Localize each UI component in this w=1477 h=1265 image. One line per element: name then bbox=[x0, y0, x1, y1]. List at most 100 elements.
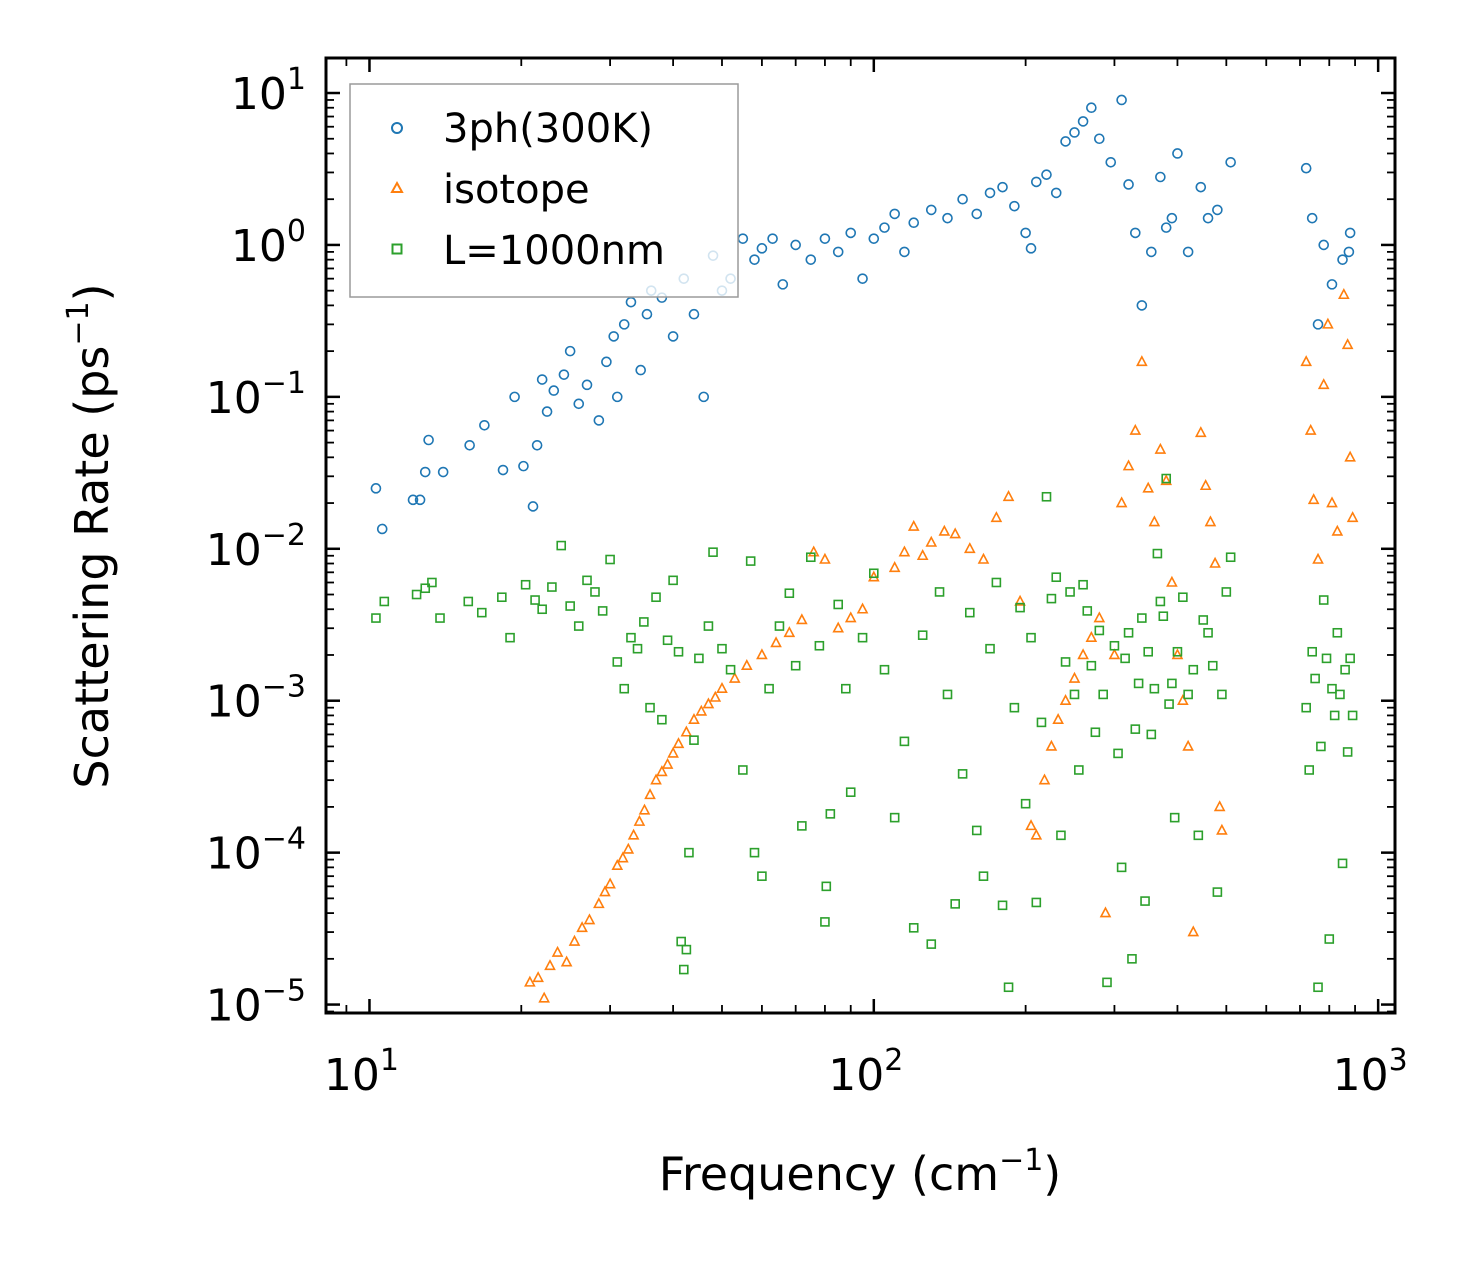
data-point bbox=[1166, 212, 1178, 224]
data-point bbox=[619, 683, 630, 694]
data-point bbox=[971, 825, 982, 836]
data-point bbox=[1337, 858, 1348, 869]
data-point bbox=[1086, 660, 1097, 671]
data-point bbox=[435, 613, 445, 623]
data-point bbox=[1009, 702, 1020, 713]
data-point bbox=[407, 494, 419, 506]
data-point bbox=[556, 540, 567, 551]
data-point bbox=[376, 523, 388, 535]
data-point bbox=[796, 613, 808, 625]
data-point bbox=[1077, 116, 1089, 127]
data-point bbox=[777, 279, 789, 290]
data-point bbox=[1341, 338, 1354, 350]
axes-frame bbox=[324, 56, 1397, 1015]
data-point bbox=[1030, 828, 1043, 840]
data-point bbox=[544, 959, 556, 971]
data-point bbox=[1133, 678, 1144, 689]
data-point bbox=[1310, 673, 1320, 684]
data-point bbox=[1120, 653, 1130, 664]
data-point bbox=[949, 527, 962, 539]
data-point bbox=[476, 607, 487, 618]
data-point bbox=[1146, 246, 1157, 258]
data-point bbox=[984, 187, 996, 199]
data-point bbox=[573, 621, 584, 631]
data-point bbox=[1304, 423, 1317, 435]
data-point bbox=[1127, 954, 1137, 964]
data-point bbox=[427, 577, 437, 588]
data-point bbox=[1312, 552, 1324, 564]
data-point bbox=[957, 769, 968, 779]
data-point bbox=[898, 545, 911, 557]
x-tick-label: 102 bbox=[828, 1043, 903, 1101]
data-point bbox=[668, 575, 678, 586]
data-point bbox=[1161, 473, 1172, 484]
data-point bbox=[531, 439, 543, 451]
data-point bbox=[977, 552, 990, 564]
data-point bbox=[527, 501, 539, 512]
data-point bbox=[1099, 906, 1112, 918]
tick-marks bbox=[326, 58, 1395, 1013]
data-point bbox=[869, 568, 879, 579]
data-point bbox=[963, 542, 976, 554]
data-point bbox=[717, 643, 727, 654]
data-point bbox=[1167, 678, 1177, 689]
data-point bbox=[1225, 552, 1236, 563]
data-point bbox=[618, 319, 630, 330]
data-point bbox=[997, 181, 1008, 193]
data-point bbox=[1025, 243, 1037, 254]
data-point bbox=[1169, 812, 1180, 823]
data-point bbox=[530, 595, 540, 605]
data-point bbox=[1225, 156, 1236, 168]
data-point bbox=[1137, 613, 1147, 623]
data-point bbox=[841, 683, 851, 694]
data-point bbox=[1335, 689, 1345, 700]
data-point bbox=[1094, 625, 1105, 636]
data-point bbox=[749, 847, 760, 858]
data-point bbox=[1202, 212, 1214, 224]
data-point bbox=[764, 683, 774, 694]
data-point bbox=[1321, 653, 1332, 664]
data-point bbox=[1171, 648, 1184, 660]
data-point bbox=[1082, 606, 1093, 616]
data-point bbox=[1142, 481, 1155, 493]
data-point bbox=[1152, 548, 1163, 559]
data-point bbox=[1068, 671, 1081, 683]
data-point bbox=[1331, 524, 1344, 536]
data-point bbox=[1065, 587, 1075, 597]
data-point bbox=[582, 575, 592, 586]
data-point bbox=[728, 671, 741, 683]
legend-marker-boundary bbox=[391, 243, 403, 255]
data-point bbox=[617, 851, 629, 863]
data-point bbox=[1051, 572, 1062, 583]
data-point bbox=[656, 765, 668, 777]
data-point bbox=[1204, 515, 1217, 527]
data-point bbox=[1188, 664, 1199, 675]
data-point bbox=[756, 648, 768, 660]
data-point bbox=[868, 233, 880, 244]
data-point bbox=[942, 689, 953, 700]
data-point bbox=[1149, 683, 1160, 694]
data-point bbox=[832, 246, 844, 258]
legend-marker-3ph bbox=[391, 122, 403, 134]
data-point bbox=[1312, 319, 1324, 330]
data-point bbox=[1166, 575, 1178, 587]
data-point bbox=[1146, 729, 1157, 740]
plot-area bbox=[370, 94, 1359, 1003]
data-point bbox=[797, 821, 807, 831]
data-point bbox=[379, 596, 390, 607]
data-point bbox=[1317, 378, 1330, 390]
data-point bbox=[925, 204, 937, 216]
data-point bbox=[709, 690, 722, 702]
data-point bbox=[411, 589, 422, 600]
data-point bbox=[538, 991, 550, 1003]
data-point bbox=[934, 587, 945, 597]
data-point bbox=[605, 554, 615, 565]
y-tick-label: 10−5 bbox=[206, 974, 306, 1032]
data-point bbox=[1318, 595, 1329, 605]
data-point bbox=[821, 881, 832, 892]
y-tick-label: 10−2 bbox=[206, 518, 306, 576]
data-point bbox=[1212, 204, 1223, 216]
data-point bbox=[1123, 627, 1134, 638]
data-point bbox=[1172, 646, 1183, 657]
